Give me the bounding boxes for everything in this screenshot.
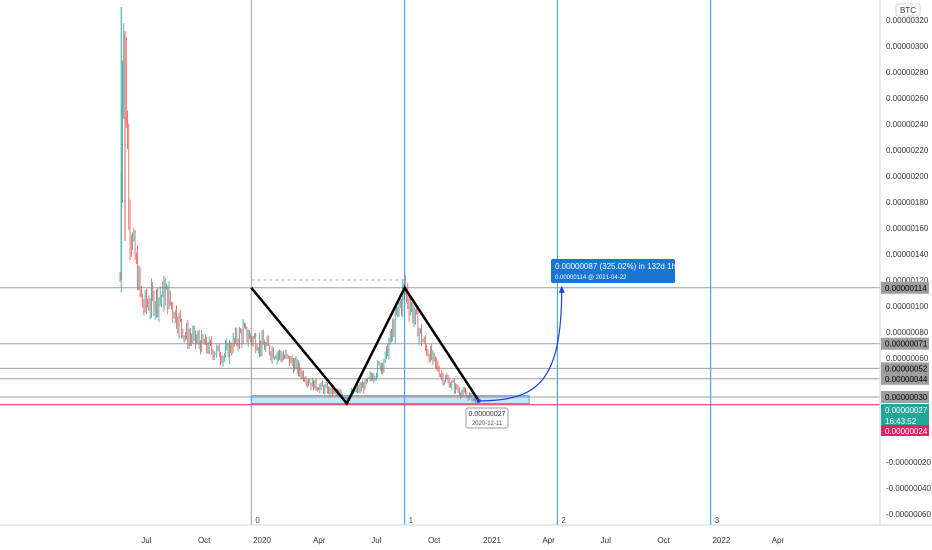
callout-line2: 0.00000114 @ 2021-04-22 <box>555 275 627 281</box>
level-tag-bg <box>881 362 929 375</box>
x-tick-label: 2020 <box>253 536 271 545</box>
y-tick-label: 0.00000200 <box>886 172 929 181</box>
y-tick-label: 0.00000120 <box>886 276 929 285</box>
y-tick-label: 0.00000160 <box>886 224 929 233</box>
measure-callout: 0.00000087 (325.02%) in 132d 1h 0.000001… <box>551 259 676 283</box>
x-tick-label: Jul <box>141 536 151 545</box>
fib-zone-label: 3 <box>715 516 720 525</box>
point-label: 0.00000027 2020-12-11 <box>465 407 509 429</box>
price-tag-bg <box>881 404 929 415</box>
y-tick-label: 0.00000320 <box>886 16 929 25</box>
double-bottom-pattern <box>250 285 480 406</box>
pattern-zigzag <box>250 285 480 406</box>
level-tag-label: 0.00000044 <box>885 375 928 384</box>
x-tick-label: Apr <box>313 536 326 545</box>
fib-zone-label: 1 <box>409 516 414 525</box>
price-tag-label: 0.00000027 <box>885 406 928 415</box>
currency-badge[interactable]: BTC <box>895 3 921 17</box>
point-label-date: 2020-12-11 <box>472 421 503 427</box>
level-tag-bg <box>881 337 929 350</box>
y-tick-label: 0.00000060 <box>886 354 929 363</box>
y-tick-label: 0.00000140 <box>886 250 929 259</box>
y-tick-label: -0.00000060 <box>886 510 931 519</box>
projection-arrow <box>476 285 565 403</box>
price-tag-bg <box>881 425 929 436</box>
fib-zone-label: 2 <box>561 516 566 525</box>
y-tick-label: -0.00000040 <box>886 484 931 493</box>
currency-label: BTC <box>900 6 916 15</box>
y-tick-label: -0.00000020 <box>886 458 931 467</box>
price-tag-bg <box>881 415 929 426</box>
price-tags: 0.00000027 16:43:520.00000024 <box>881 404 929 436</box>
callout-line1: 0.00000087 (325.02%) in 132d 1h <box>555 262 676 271</box>
x-tick-label: 2022 <box>712 536 730 545</box>
y-tick-label: 0.00000100 <box>886 302 929 311</box>
time-axis: Jul Oct 2020 Apr Jul Oct 2021 Apr Jul Oct 2022 Apr <box>141 536 784 545</box>
level-tag-bg <box>881 372 929 385</box>
fib-zone-label: 0 <box>255 516 260 525</box>
support-zone-rect <box>250 395 530 405</box>
point-label-value: 0.00000027 <box>469 411 506 418</box>
price-axis: 0.00000320 0.00000300 0.00000280 0.00000260… <box>881 16 931 519</box>
projection-arrowhead <box>558 285 565 293</box>
price-tag-label: 0.00000024 <box>885 427 928 436</box>
x-tick-label: Apr <box>542 536 555 545</box>
level-tag-label: 0.00000030 <box>885 393 928 402</box>
projection-start-dot <box>476 398 481 403</box>
y-tick-label: 0.00000180 <box>886 198 929 207</box>
x-tick-label: Jul <box>601 536 611 545</box>
y-tick-label: 0.00000240 <box>886 120 929 129</box>
level-tag-label: 0.00000052 <box>885 364 928 373</box>
x-tick-label: Apr <box>772 536 785 545</box>
y-tick-label: 0.00000260 <box>886 94 929 103</box>
y-tick-label: 0.00000080 <box>886 328 929 337</box>
x-tick-label: Oct <box>657 536 670 545</box>
x-tick-label: Jul <box>371 536 381 545</box>
y-tick-label: 0.00000300 <box>886 42 929 51</box>
x-tick-label: Oct <box>428 536 441 545</box>
projection-curve <box>478 287 563 402</box>
level-tag-label: 0.00000071 <box>885 340 928 349</box>
support-zone <box>250 395 530 405</box>
price-tag-label: 16:43:52 <box>885 417 917 426</box>
level-tag-bg <box>881 391 929 403</box>
x-tick-label: 2021 <box>483 536 501 545</box>
horizontal-levels <box>0 279 880 406</box>
price-candles <box>119 7 479 405</box>
y-tick-label: 0.00000280 <box>886 68 929 77</box>
level-tag-label: 0.00000114 <box>885 284 927 293</box>
x-tick-label: Oct <box>198 536 211 545</box>
level-tag-bg <box>881 281 929 294</box>
y-tick-label: 0.00000220 <box>886 146 929 155</box>
